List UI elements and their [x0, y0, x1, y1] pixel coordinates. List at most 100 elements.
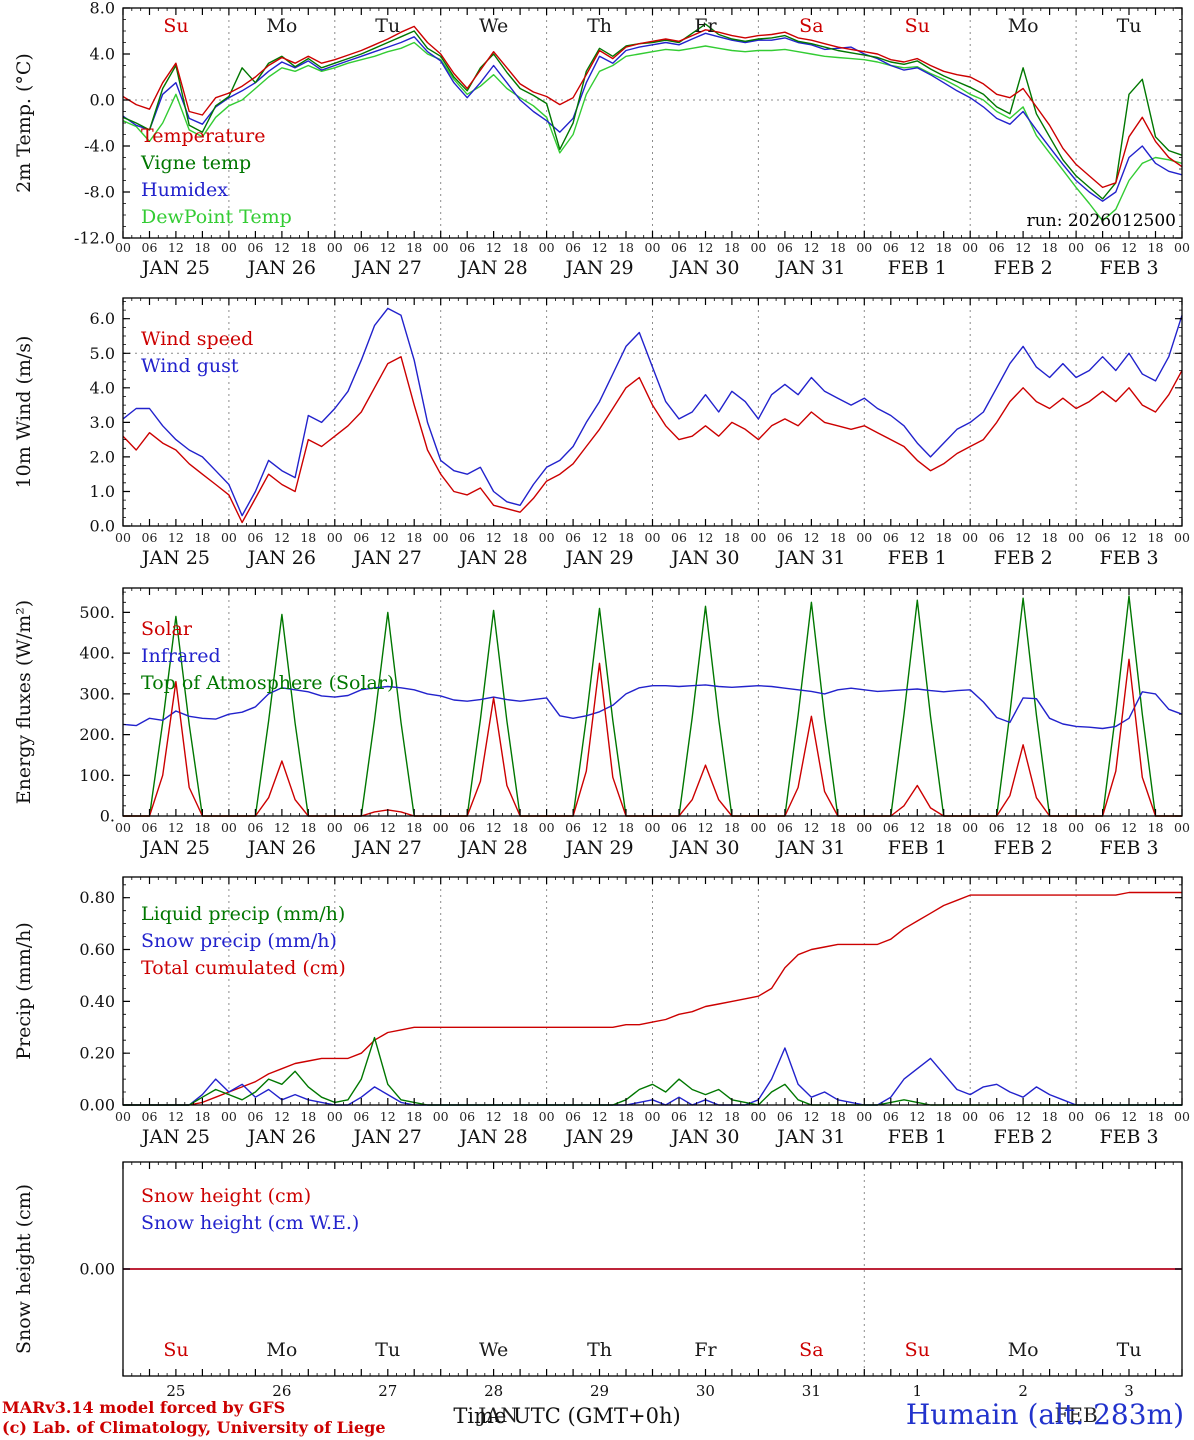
date-label: JAN 26 [246, 837, 316, 859]
hour-label: 06 [883, 1109, 899, 1124]
short-date-label: 27 [378, 1382, 397, 1400]
hour-label: 18 [830, 530, 846, 545]
short-date-label: 2 [1018, 1382, 1028, 1400]
hour-label: 00 [962, 1109, 978, 1124]
legend-item: Infrared [141, 645, 221, 667]
date-label: JAN 26 [246, 547, 316, 569]
hour-label: 00 [327, 240, 343, 255]
panel-energy_fluxes: 0. 100. 200. 300. 400. 500. Energy fluxes (W/m… [13, 587, 1190, 859]
short-date-label: 3 [1124, 1382, 1134, 1400]
hour-label: 06 [353, 820, 369, 835]
hour-label: 18 [194, 1109, 210, 1124]
date-label: JAN 26 [246, 257, 316, 279]
hour-label: 12 [697, 530, 713, 545]
date-label: FEB 2 [994, 837, 1053, 859]
y-tick-label: 500. [79, 603, 115, 622]
hour-label: 00 [539, 530, 555, 545]
weekday-label: Sa [799, 15, 823, 37]
y-tick-label: 0.0 [90, 91, 115, 110]
hour-label: 18 [1148, 820, 1164, 835]
hour-label: 00 [115, 1109, 131, 1124]
hour-label: 12 [1121, 240, 1137, 255]
hour-label: 00 [1174, 240, 1190, 255]
date-label: JAN 25 [140, 257, 210, 279]
hour-label: 00 [115, 820, 131, 835]
y-tick-label: 400. [79, 644, 115, 663]
hour-label: 06 [1095, 240, 1111, 255]
hour-label: 00 [962, 240, 978, 255]
hour-label: 00 [433, 530, 449, 545]
date-label: JAN 25 [140, 1126, 210, 1148]
hour-label: 00 [1068, 240, 1084, 255]
date-label: JAN 29 [563, 547, 633, 569]
date-label: JAN 30 [669, 257, 739, 279]
series-Top of Atmosphere (Solar) [123, 595, 1182, 817]
credit-line-1: MARv3.14 model forced by GFS [2, 1398, 286, 1417]
hour-label: 06 [459, 820, 475, 835]
hour-label: 06 [989, 1109, 1005, 1124]
legend-item: Wind speed [141, 328, 253, 350]
hour-label: 12 [486, 240, 502, 255]
hour-label: 12 [803, 1109, 819, 1124]
hour-label: 00 [750, 530, 766, 545]
hour-label: 06 [989, 240, 1005, 255]
hour-label: 18 [512, 240, 528, 255]
hour-label: 18 [512, 530, 528, 545]
date-label: JAN 30 [669, 837, 739, 859]
hour-label: 06 [142, 240, 158, 255]
minor-ticks [123, 588, 1182, 817]
hour-label: 18 [936, 240, 952, 255]
date-label: JAN 29 [563, 1126, 633, 1148]
hour-label: 06 [1095, 530, 1111, 545]
hour-label: 18 [618, 240, 634, 255]
hour-label: 00 [645, 1109, 661, 1124]
hour-label: 00 [645, 820, 661, 835]
hour-label: 12 [592, 1109, 608, 1124]
hour-label: 06 [1095, 1109, 1111, 1124]
weekday-label: Su [163, 1339, 188, 1361]
weekday-label: Th [587, 15, 612, 37]
date-label: FEB 3 [1099, 837, 1158, 859]
hour-label: 00 [1174, 1109, 1190, 1124]
date-label: JAN 28 [458, 837, 528, 859]
series-Wind speed [122, 356, 1183, 524]
hour-label: 12 [380, 530, 396, 545]
y-tick-label: 0.0 [90, 517, 115, 536]
date-label: JAN 29 [563, 257, 633, 279]
hour-label: 00 [1174, 530, 1190, 545]
hour-label: 18 [194, 240, 210, 255]
minor-ticks [123, 298, 1182, 527]
hour-label: 18 [1148, 240, 1164, 255]
run-label: run: 2026012500 [1027, 211, 1176, 231]
hour-label: 12 [1015, 1109, 1031, 1124]
hour-label: 00 [750, 820, 766, 835]
weekday-label: Su [905, 15, 930, 37]
hour-label: 12 [592, 530, 608, 545]
hour-label: 06 [353, 240, 369, 255]
hour-label: 12 [168, 820, 184, 835]
date-label: JAN 26 [246, 1126, 316, 1148]
legend-item: Solar [141, 618, 193, 640]
hour-label: 06 [459, 1109, 475, 1124]
y-tick-label: -12.0 [74, 229, 115, 248]
hour-label: 06 [142, 820, 158, 835]
station-title: Humain (alt. 283m) [905, 1398, 1184, 1431]
hour-label: 06 [777, 530, 793, 545]
weekday-label: Sa [799, 1339, 823, 1361]
date-label: JAN 31 [775, 547, 845, 569]
hour-label: 00 [750, 240, 766, 255]
series-Vigne temp [122, 23, 1183, 200]
hour-label: 12 [1015, 820, 1031, 835]
hour-label: 06 [671, 820, 687, 835]
short-date-label: 28 [484, 1382, 503, 1400]
y-tick-label: 8.0 [90, 0, 115, 18]
hour-label: 18 [1042, 1109, 1058, 1124]
minor-ticks [123, 7, 1182, 239]
month-label: JAN [476, 1403, 518, 1427]
date-label: JAN 30 [669, 1126, 739, 1148]
hour-label: 06 [883, 530, 899, 545]
weekday-label: Fr [694, 15, 717, 37]
hour-label: 12 [803, 240, 819, 255]
major-ticks [122, 588, 1183, 817]
